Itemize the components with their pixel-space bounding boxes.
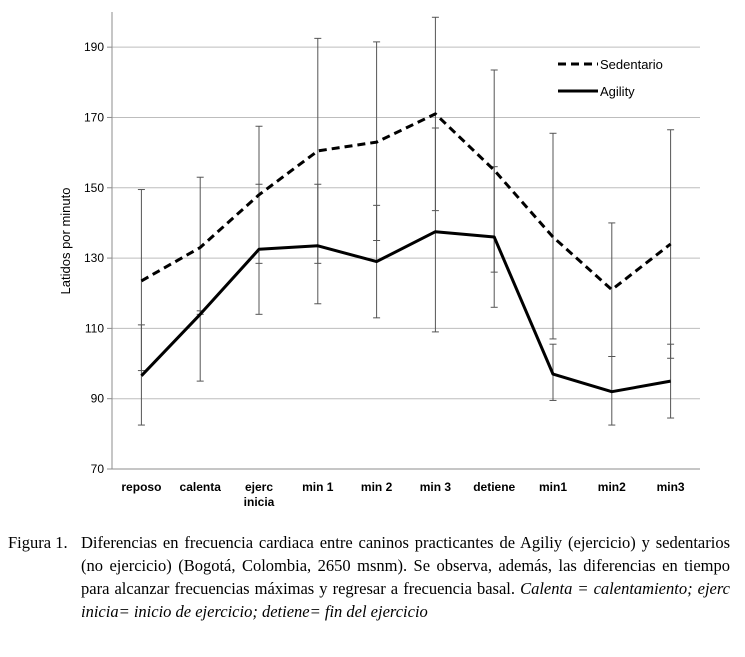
error-bars [137,16,675,426]
y-tick-label: 150 [84,181,104,195]
x-category-label: min2 [598,480,626,494]
y-tick-label: 170 [84,110,104,124]
x-category-label: calenta [180,480,222,494]
x-category-label: min1 [539,480,567,494]
x-category-label: min 2 [361,480,393,494]
caption-text: Diferencias en frecuencia cardiaca entre… [81,533,730,598]
series-line-agility [140,230,671,394]
x-category-label: ejerc inicia [244,480,275,509]
legend-label-sedentario: Sedentario [600,57,663,72]
series-lines [140,112,672,394]
legend-label-agility: Agility [600,84,635,99]
x-category-label: reposo [121,480,161,494]
series-line-sedentario [140,112,672,292]
y-tick-label: 110 [85,321,104,335]
caption-body: Diferencias en frecuencia cardiaca entre… [81,531,730,623]
caption-number: Figura 1. [8,533,68,552]
y-tick-label: 90 [91,392,105,406]
x-category-label: min 1 [302,480,334,494]
y-gridlines [112,46,700,400]
legend: Sedentario Agility [558,57,663,99]
x-category-label: min3 [657,480,685,494]
y-axis-title: Latidos por minuto [58,188,73,295]
x-category-label: min 3 [420,480,452,494]
x-category-labels: reposo calenta ejerc inicia min 1 min 2 min 3 d… [121,480,685,509]
caption-italic-note: Calenta = calentamiento; ejerc inicia= i… [81,579,730,621]
line-chart: 70 90 110 130 150 170 190 reposo calenta ejerc in… [58,12,700,509]
y-tick-label: 130 [84,251,104,265]
y-tick-label: 70 [91,462,105,476]
y-tick-labels: 70 90 110 130 150 170 190 [84,40,104,476]
y-tick-label: 190 [84,40,104,54]
axes [107,12,700,470]
x-category-label: detiene [473,480,515,494]
